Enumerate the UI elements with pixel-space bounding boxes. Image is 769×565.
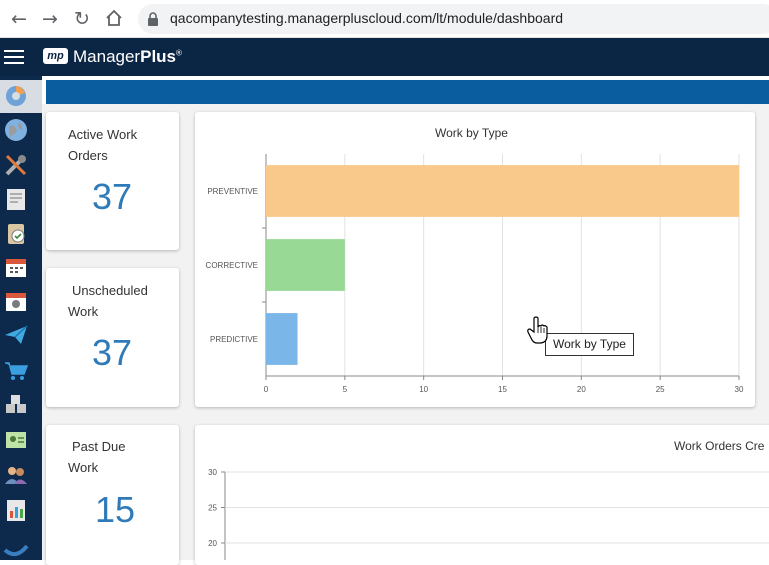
paper-plane-icon[interactable] (3, 322, 29, 348)
hamburger-menu-icon[interactable] (4, 50, 24, 66)
tools-icon[interactable] (3, 152, 29, 178)
sidebar (0, 76, 42, 560)
home-icon[interactable] (104, 9, 124, 29)
chart-title: Work by Type (435, 126, 508, 140)
people-icon[interactable] (3, 462, 29, 488)
x-tick-label: 20 (577, 385, 586, 394)
boxes-icon[interactable] (3, 391, 29, 417)
chart-title: Work Orders Cre (674, 439, 765, 453)
work-by-type-chart: 0 5 10 15 20 25 30 PREVENTIVE CORRECTIVE PREDICTI… (206, 154, 744, 394)
work-orders-created-card: Work Orders Cre (195, 425, 769, 565)
id-card-icon[interactable] (3, 426, 29, 452)
x-tick-label: 0 (264, 385, 269, 394)
x-tick-label: 10 (419, 385, 428, 394)
category-label: PREDICTIVE (210, 335, 258, 344)
bar (266, 165, 739, 217)
stat-value: 37 (92, 332, 133, 373)
page-header-strip (46, 80, 769, 104)
browser-toolbar: ← → ↻ qacompanytesting.managerpluscloud.… (0, 0, 769, 38)
y-tick-label: 20 (208, 539, 217, 548)
report-icon[interactable] (3, 497, 29, 523)
bar (266, 313, 298, 365)
dashboard-icon[interactable] (0, 80, 42, 113)
globe-icon[interactable] (3, 117, 29, 143)
x-tick-label: 15 (498, 385, 507, 394)
clipboard-check-icon[interactable] (3, 220, 29, 246)
app-header: mp ManagerPlus® (0, 38, 769, 76)
unscheduled-work-card[interactable]: Unscheduled Work 37 (46, 268, 179, 407)
x-tick-label: 5 (343, 385, 348, 394)
forward-icon[interactable]: → (42, 8, 58, 30)
calendar-icon[interactable] (3, 254, 29, 280)
bar (266, 239, 345, 291)
document-icon[interactable] (3, 186, 29, 212)
category-label: PREVENTIVE (207, 187, 258, 196)
work-orders-created-chart: 30 25 20 (208, 468, 769, 560)
stat-value: 15 (95, 489, 136, 530)
logo-mark: mp (43, 48, 68, 64)
y-tick-label: 30 (208, 468, 217, 477)
chart-tooltip: Work by Type (545, 333, 634, 356)
stat-title: Past Due Work (68, 439, 126, 475)
x-tick-label: 30 (735, 385, 744, 394)
app-logo[interactable]: ManagerPlus® (73, 47, 182, 66)
x-tick-label: 25 (656, 385, 665, 394)
address-bar[interactable] (138, 4, 769, 34)
url-text: qacompanytesting.managerpluscloud.com/lt… (170, 10, 564, 26)
past-due-work-card[interactable]: Past Due Work 15 (46, 425, 179, 565)
back-icon[interactable]: ← (11, 8, 27, 30)
cart-icon[interactable] (3, 357, 29, 383)
hand-cursor-icon (527, 316, 548, 344)
swoosh-icon[interactable] (3, 532, 29, 558)
y-tick-label: 25 (208, 504, 217, 513)
category-label: CORRECTIVE (206, 261, 258, 270)
calendar-gear-icon[interactable] (3, 288, 29, 314)
stat-title: Active Work Orders (68, 127, 138, 163)
stat-title: Unscheduled Work (68, 283, 148, 319)
stat-value: 37 (92, 176, 133, 217)
reload-icon[interactable]: ↻ (74, 8, 90, 30)
active-work-orders-card[interactable]: Active Work Orders 37 (46, 112, 179, 250)
lock-icon (148, 12, 158, 26)
